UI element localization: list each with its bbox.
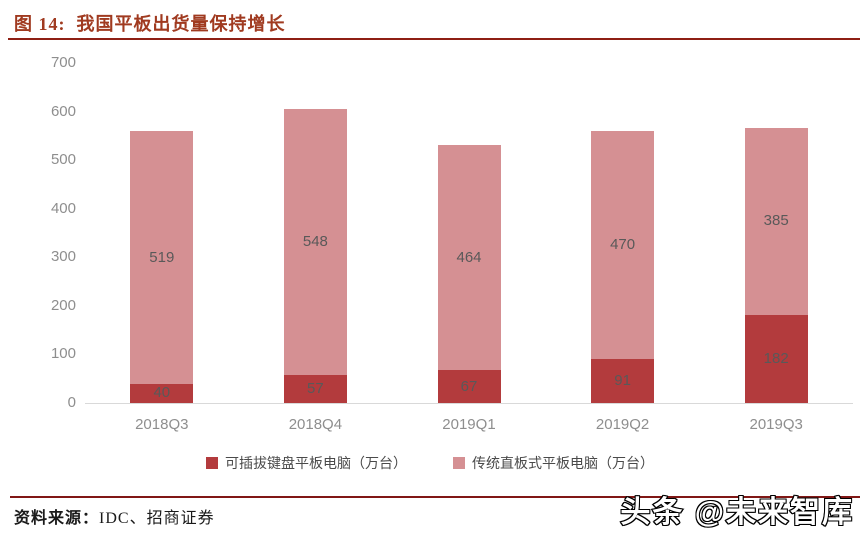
data-label: 519	[149, 248, 175, 266]
y-axis-tick-label: 400	[50, 199, 76, 217]
bar-segment-detachable-2019Q3	[744, 314, 808, 403]
x-axis-tick-label: 2018Q4	[288, 416, 343, 433]
bar-column-2018Q4: 57 548	[283, 0, 347, 403]
bar-segment-detachable-2018Q4	[283, 375, 347, 403]
source-label: 资料来源：	[14, 510, 100, 527]
data-label: 385	[763, 212, 789, 230]
bar-segment-slate-2019Q1	[437, 145, 501, 371]
data-label: 182	[763, 349, 789, 367]
legend-label: 传统直板式平板电脑（万台）	[472, 455, 654, 471]
y-axis-tick-label: 500	[50, 151, 76, 169]
data-label: 548	[302, 233, 328, 251]
data-label: 464	[456, 248, 482, 266]
y-axis-tick-label: 200	[50, 296, 76, 314]
legend-swatch-icon	[453, 457, 465, 469]
x-axis-tick-label: 2019Q3	[749, 416, 803, 433]
x-axis-tick-label: 2019Q1	[442, 416, 496, 433]
legend-label: 可插拔键盘平板电脑（万台）	[225, 455, 407, 471]
x-axis-tick-label: 2018Q3	[135, 416, 189, 433]
bar-column-2019Q3: 182 385	[744, 0, 808, 403]
y-axis-tick-label: 600	[50, 102, 76, 120]
bar-column-2019Q1: 67 464	[437, 0, 501, 403]
data-label: 57	[307, 380, 324, 398]
data-label: 470	[610, 235, 636, 253]
data-label: 91	[614, 371, 631, 389]
legend-item: 可插拔键盘平板电脑（万台）	[206, 453, 407, 473]
y-axis-tick-label: 300	[50, 248, 76, 266]
bar-segment-slate-2019Q3	[744, 127, 808, 315]
bar-segment-slate-2018Q3	[130, 131, 194, 384]
bar-segment-detachable-2019Q2	[591, 358, 655, 403]
bar-segment-detachable-2019Q1	[437, 370, 501, 403]
figure-title: 图 14: 我国平板出货量保持增长	[14, 14, 286, 34]
source-line: 资料来源：IDC、招商证券	[14, 504, 215, 528]
y-axis-tick-label: 100	[50, 345, 76, 363]
x-axis-line	[85, 403, 853, 404]
title-underline	[8, 38, 860, 40]
y-axis-tick-label: 0	[67, 394, 76, 411]
chart-legend: 可插拔键盘平板电脑（万台） 传统直板式平板电脑（万台）	[0, 453, 860, 473]
bar-segment-slate-2018Q4	[283, 109, 347, 376]
source-text: IDC、招商证券	[99, 510, 215, 527]
data-label: 67	[460, 377, 478, 395]
legend-item: 传统直板式平板电脑（万台）	[453, 453, 654, 473]
bar-segment-slate-2019Q2	[591, 130, 655, 359]
bar-segment-detachable-2018Q3	[130, 383, 194, 403]
y-axis-tick-label: 700	[50, 54, 76, 71]
legend-swatch-icon	[206, 457, 218, 469]
bar-column-2018Q3: 40 519	[130, 0, 194, 403]
data-label: 40	[153, 384, 171, 402]
bar-column-2019Q2: 91 470	[591, 0, 655, 403]
x-axis-tick-label: 2019Q2	[595, 416, 650, 433]
watermark: 头条 @未来智库	[619, 495, 854, 530]
footer-rule	[10, 496, 860, 498]
